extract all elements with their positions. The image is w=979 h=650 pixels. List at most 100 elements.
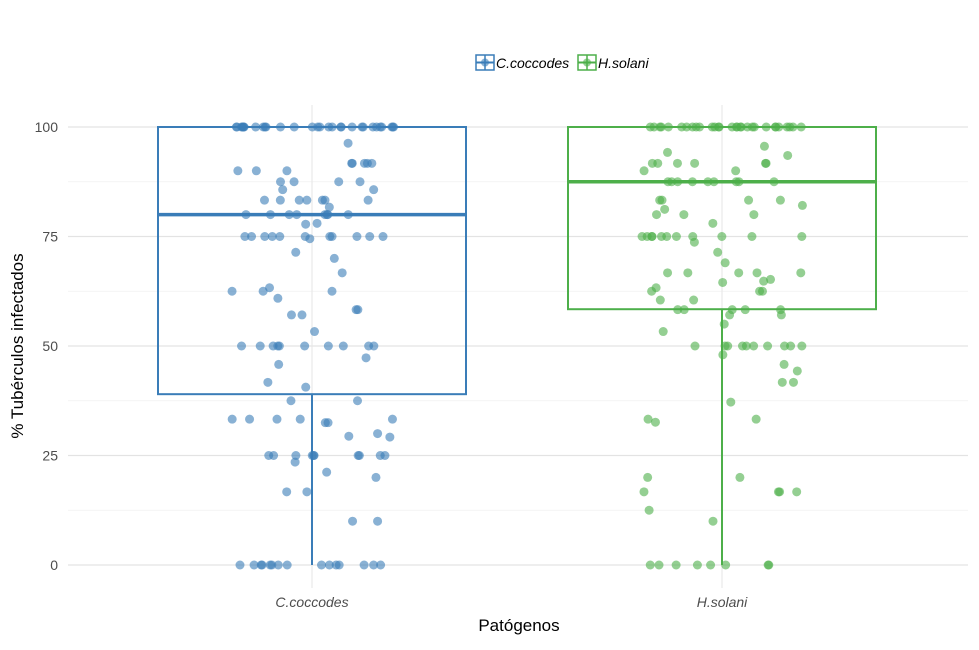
data-point xyxy=(327,232,337,241)
data-point xyxy=(749,210,759,220)
data-point xyxy=(369,560,379,570)
x-tick-label: C.coccodes xyxy=(275,594,348,610)
data-point xyxy=(324,560,334,570)
data-point xyxy=(327,286,337,296)
data-point xyxy=(267,232,277,241)
data-point xyxy=(742,122,752,132)
data-point xyxy=(373,429,383,439)
data-point xyxy=(275,232,285,241)
data-point xyxy=(749,122,759,132)
data-point xyxy=(247,232,257,241)
legend-label: C.coccodes xyxy=(496,55,569,71)
data-point xyxy=(337,268,347,278)
data-point xyxy=(683,268,693,278)
data-point xyxy=(725,310,735,320)
data-point xyxy=(297,310,307,320)
data-point xyxy=(290,457,300,467)
y-tick-label: 100 xyxy=(35,119,59,135)
data-point xyxy=(719,319,729,329)
data-point xyxy=(359,560,369,570)
data-point xyxy=(369,185,379,195)
data-point xyxy=(231,122,241,132)
data-point xyxy=(282,166,292,176)
data-point xyxy=(687,177,697,187)
data-point xyxy=(352,232,362,241)
data-point xyxy=(361,353,371,363)
legend-key-point xyxy=(481,58,489,67)
data-point xyxy=(682,122,692,132)
data-point xyxy=(717,232,727,241)
data-point xyxy=(797,341,807,351)
data-point xyxy=(274,359,284,369)
y-tick-label: 50 xyxy=(42,338,58,354)
data-point xyxy=(792,487,802,497)
data-point xyxy=(663,147,673,157)
data-point xyxy=(323,418,333,428)
points xyxy=(227,122,807,570)
data-point xyxy=(692,560,702,570)
data-point xyxy=(240,232,250,241)
data-point xyxy=(245,414,255,424)
data-point xyxy=(751,414,761,424)
data-point xyxy=(289,122,299,132)
data-point xyxy=(759,141,769,151)
y-tick-label: 25 xyxy=(42,448,58,464)
data-point xyxy=(272,414,282,424)
data-point xyxy=(654,560,664,570)
data-point xyxy=(690,158,700,168)
data-point xyxy=(322,467,332,477)
data-point xyxy=(273,560,283,570)
data-point xyxy=(289,177,299,187)
data-point xyxy=(227,414,237,424)
data-point xyxy=(385,432,395,442)
data-point xyxy=(275,122,285,132)
y-tick-label: 75 xyxy=(42,229,58,245)
data-point xyxy=(376,560,386,570)
data-point xyxy=(647,232,657,241)
data-point xyxy=(690,341,700,351)
data-point xyxy=(329,253,339,263)
data-point xyxy=(720,258,730,268)
data-point xyxy=(671,560,681,570)
data-point xyxy=(260,122,270,132)
data-point xyxy=(343,210,353,220)
data-point xyxy=(264,451,274,460)
data-point xyxy=(673,305,683,315)
data-point xyxy=(662,232,672,241)
data-point xyxy=(265,210,275,220)
y-tick-label: 0 xyxy=(50,557,58,573)
data-point xyxy=(775,195,785,205)
data-point xyxy=(663,122,673,132)
data-point xyxy=(347,122,357,132)
data-point xyxy=(371,472,381,482)
data-point xyxy=(312,218,322,228)
data-point xyxy=(731,166,741,176)
data-point xyxy=(301,219,311,229)
data-point xyxy=(300,341,310,351)
data-point xyxy=(260,232,270,241)
data-point xyxy=(310,327,320,337)
data-point xyxy=(782,122,792,132)
data-point xyxy=(273,341,283,351)
data-point xyxy=(744,195,754,205)
y-axis-ticks: 0 25 50 75 100 xyxy=(35,119,59,573)
data-point xyxy=(689,237,699,247)
data-point xyxy=(238,122,248,132)
data-point xyxy=(338,341,348,351)
data-point xyxy=(650,417,660,427)
data-point xyxy=(351,305,361,315)
data-point xyxy=(689,295,699,305)
data-point xyxy=(709,177,719,187)
data-point xyxy=(265,560,275,570)
x-tick-label: H.solani xyxy=(697,594,748,610)
data-point xyxy=(331,560,341,570)
data-point xyxy=(305,234,315,244)
grid xyxy=(68,105,968,588)
data-point xyxy=(286,396,296,406)
data-point xyxy=(759,276,769,286)
data-point xyxy=(708,218,718,228)
data-point xyxy=(375,451,385,460)
data-point xyxy=(660,204,670,214)
data-point xyxy=(773,487,783,497)
